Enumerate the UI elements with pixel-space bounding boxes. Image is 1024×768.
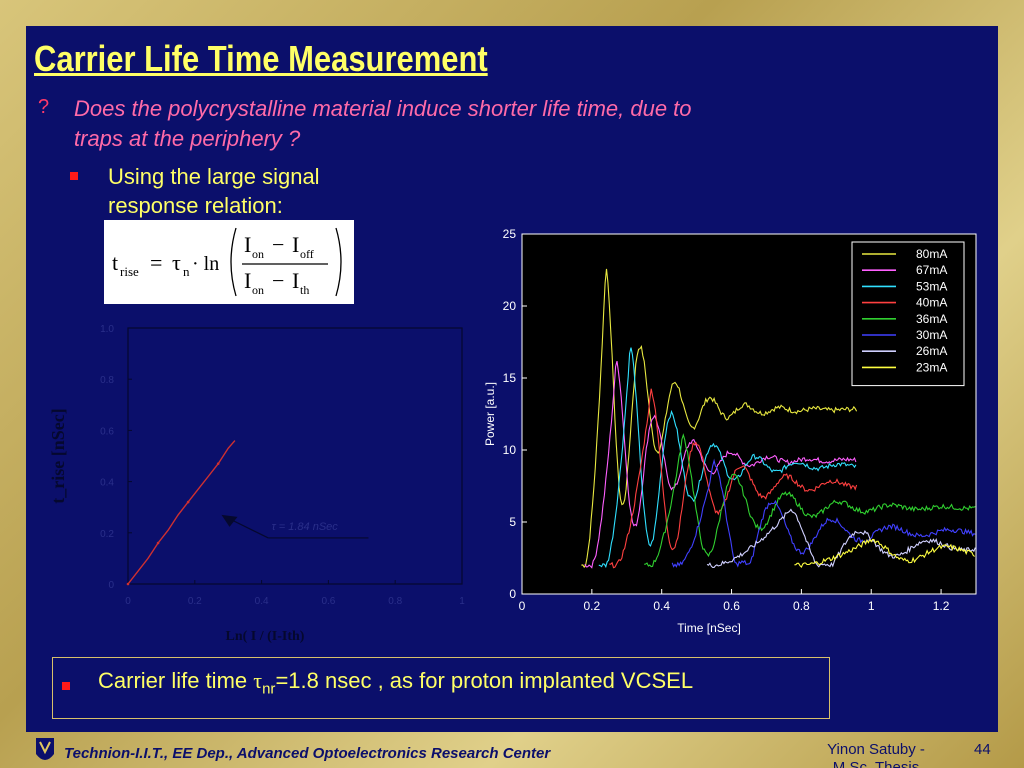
formula-num-a-sub: on (252, 247, 264, 261)
legend-label: 36mA (916, 312, 947, 326)
x-tick-label: 0.8 (793, 599, 810, 613)
legend-label: 23mA (916, 360, 947, 374)
formula-den-b-sub: th (300, 283, 309, 297)
arrow-head-icon (221, 514, 238, 527)
data-point (156, 541, 160, 545)
rise-time-fit-chart: 0 0.2 0.4 0.6 0.8 1 0 0.2 0.4 0.6 0.8 1.0 Ln( I / (I… (42, 316, 482, 652)
formula-num-minus: − (272, 232, 284, 257)
left-paren-icon (230, 227, 237, 297)
x-tick-label: 1.2 (933, 599, 950, 613)
square-bullet-icon (70, 172, 78, 180)
x-tick-label: 0.2 (584, 599, 601, 613)
series-line (598, 347, 857, 569)
formula-num-b-sub: off (300, 247, 314, 261)
formula-eq: = (150, 250, 162, 275)
data-point (216, 462, 220, 465)
series-line (644, 433, 976, 568)
formula-ln: · ln (192, 253, 219, 275)
y-tick-label: 0.8 (100, 375, 114, 386)
series-line (706, 508, 976, 568)
legend-label: 30mA (916, 328, 947, 342)
power-vs-time-chart: 0 0.2 0.4 0.6 0.8 1 1.2 0 5 10 15 20 25 Time [nSec] Po… (480, 228, 986, 636)
data-point (126, 582, 130, 586)
conclusion-sub: nr (262, 680, 276, 698)
square-bullet-icon (62, 682, 70, 690)
formula-num-a: I (244, 232, 251, 257)
y-tick-label: 0 (108, 580, 114, 591)
y-tick-label: 0.4 (100, 478, 114, 489)
conclusion-tau: τ (253, 668, 263, 693)
y-tick-label: 1.0 (100, 324, 114, 335)
series-line (671, 458, 976, 568)
y-tick-label: 10 (503, 443, 517, 457)
conclusion-box (52, 657, 830, 719)
formula-tau-sub: n (183, 264, 190, 279)
fit-line (127, 440, 236, 585)
x-tick-label: 0.2 (188, 596, 202, 607)
series-line (609, 388, 858, 569)
formula-den-b: I (292, 268, 299, 293)
legend-label: 53mA (916, 279, 947, 293)
y-tick-label: 25 (503, 228, 517, 241)
series-line (794, 538, 975, 569)
annotation-text: τ = 1.84 nSec (272, 521, 339, 533)
legend-label: 40mA (916, 296, 947, 310)
rise-time-formula: t rise = τ n · ln I on − I off I on − I … (104, 220, 354, 304)
formula-den-minus: − (272, 268, 284, 293)
x-tick-label: 1 (459, 596, 465, 607)
legend-label: 67mA (916, 263, 947, 277)
formula-lhs-sub: rise (120, 264, 139, 279)
formula-num-b: I (292, 232, 299, 257)
x-tick-label: 0 (519, 599, 526, 613)
conclusion-text: Carrier life time τnr=1.8 nsec , as for … (98, 668, 693, 697)
question-text: Does the polycrystalline material induce… (74, 96, 692, 151)
x-tick-label: 0.6 (723, 599, 740, 613)
y-axis-label: Power [a.u.] (483, 382, 497, 446)
formula-den-a: I (244, 268, 251, 293)
bullet-text: Using the large signal response relation… (108, 164, 320, 218)
y-tick-label: 15 (503, 371, 517, 385)
footer-author: Yinon Satuby - M.Sc. Thesis (827, 741, 925, 768)
x-tick-label: 1 (868, 599, 875, 613)
x-tick-label: 0.6 (321, 596, 335, 607)
right-paren-icon (335, 227, 342, 297)
question-bullet: ? (38, 96, 50, 118)
footer-organization: Technion-I.I.T., EE Dep., Advanced Optoe… (64, 745, 551, 762)
x-axis-label: Ln( I / (I-Ith) (226, 629, 305, 644)
y-tick-label: 0 (509, 587, 516, 601)
legend-box (851, 241, 965, 387)
formula-lhs: t (112, 250, 118, 275)
legend-label: 80mA (916, 247, 947, 261)
y-tick-label: 0.2 (100, 529, 114, 540)
y-tick-label: 20 (503, 299, 517, 313)
formula-tau: τ (172, 250, 181, 275)
plot-frame (127, 327, 463, 585)
conclusion-suffix: =1.8 nsec , as for proton implanted VCSE… (275, 668, 694, 693)
slide-title: Carrier Life Time Measurement (34, 38, 488, 79)
technion-logo-icon (36, 738, 54, 760)
x-tick-label: 0.4 (255, 596, 269, 607)
annotation-arrow-line (229, 518, 269, 539)
x-axis-label: Time [nSec] (677, 621, 741, 635)
legend-label: 26mA (916, 344, 947, 358)
y-tick-label: 5 (509, 515, 516, 529)
y-tick-label: 0.6 (100, 426, 114, 437)
conclusion-prefix: Carrier life time (98, 668, 254, 693)
x-tick-label: 0.8 (388, 596, 402, 607)
series-line (584, 360, 857, 569)
formula-den-a-sub: on (252, 283, 264, 297)
data-point (186, 500, 190, 504)
y-axis-label: t_rise [nSec] (48, 408, 68, 503)
x-tick-label: 0.4 (653, 599, 670, 613)
x-tick-label: 0 (125, 596, 131, 607)
page-number: 44 (974, 741, 991, 758)
